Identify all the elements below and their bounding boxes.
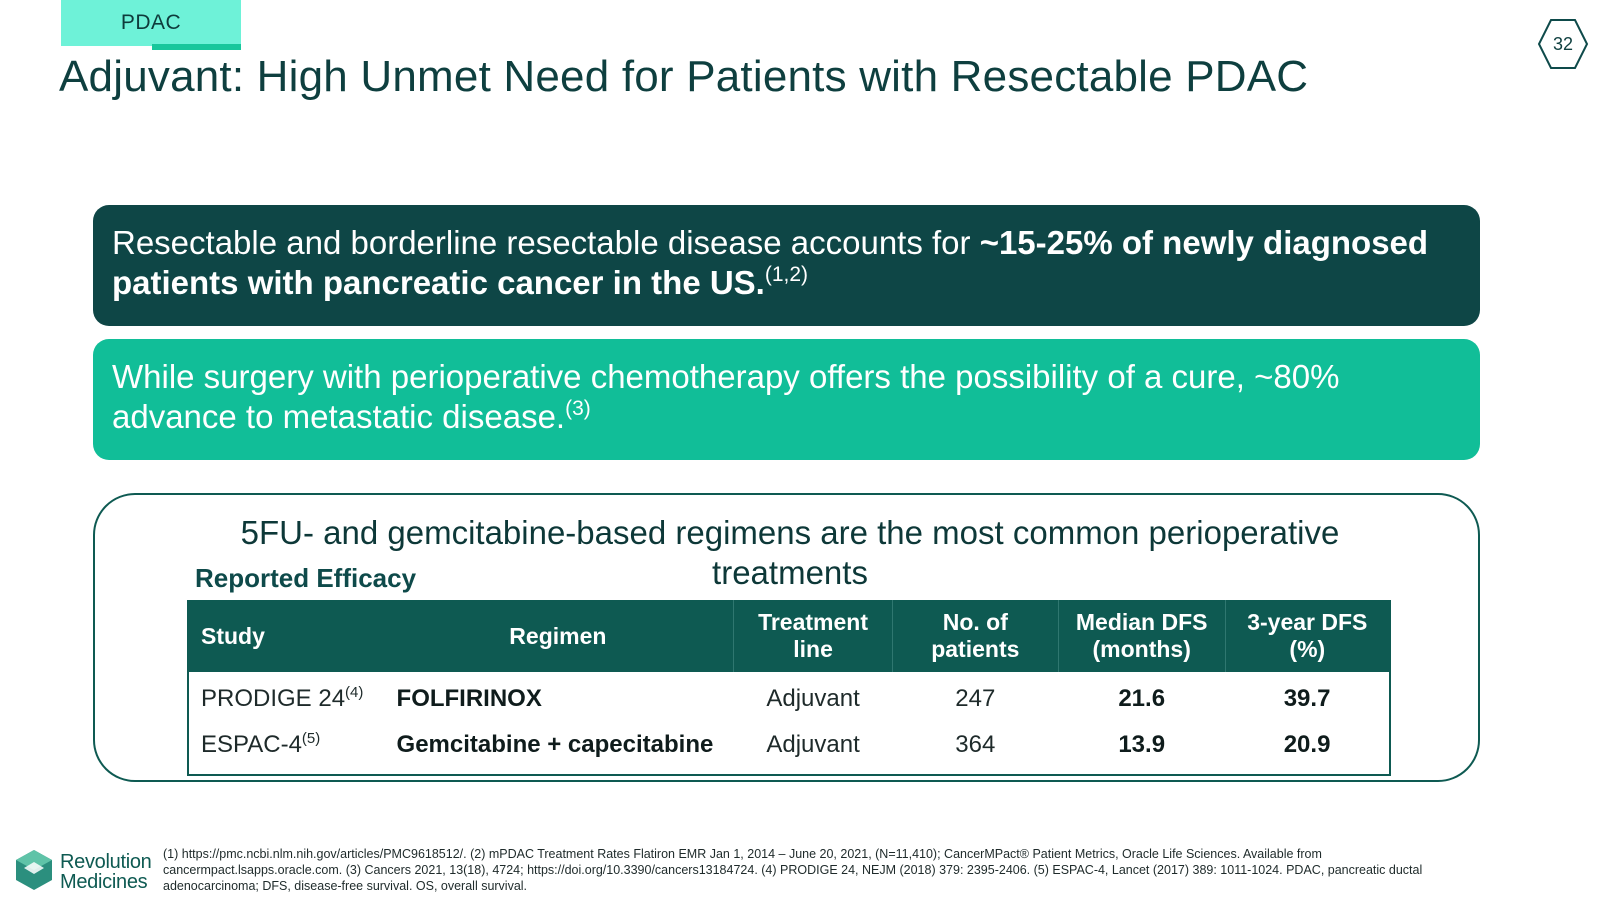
section-tag: PDAC <box>61 0 241 46</box>
col-header-median-dfs: Median DFS (months) <box>1057 600 1226 672</box>
study-cell: ESPAC-4(5) <box>188 722 383 775</box>
efficacy-panel <box>93 493 1480 782</box>
section-tag-accent <box>152 44 241 50</box>
col-header-3yr-dfs: 3-year DFS (%) <box>1224 600 1390 672</box>
hexagon-icon <box>1537 19 1589 69</box>
callout-incidence-ref: (1,2) <box>764 263 809 286</box>
col-header-treatment-line: Treatment line <box>733 600 893 672</box>
callout-recurrence-ref: (3) <box>565 397 591 420</box>
page-title: Adjuvant: High Unmet Need for Patients w… <box>59 52 1309 101</box>
study-ref: (4) <box>345 684 364 701</box>
section-tag-label: PDAC <box>120 11 182 34</box>
company-logo-wordmark: Revolution Medicines <box>60 852 152 892</box>
study-ref: (5) <box>301 730 321 747</box>
page-number: 32 <box>1552 33 1574 54</box>
footnote-references: (1) https://pmc.ncbi.nlm.nih.gov/article… <box>163 847 1423 893</box>
panel-heading: 5FU- and gemcitabine-based regimens are … <box>240 514 1340 591</box>
col-header-regimen: Regimen <box>382 600 734 672</box>
regimen-cell: FOLFIRINOX <box>396 685 542 712</box>
page-number-badge: 32 <box>1536 17 1590 71</box>
median-dfs-cell: 21.6 <box>1118 685 1166 712</box>
callout-recurrence: While surgery with perioperative chemoth… <box>93 339 1480 460</box>
study-cell: PRODIGE 24(4) <box>188 672 383 722</box>
dfs-3yr-cell: 20.9 <box>1283 731 1331 758</box>
reported-efficacy-label: Reported Efficacy <box>195 563 417 593</box>
logo-line-2: Medicines <box>60 871 148 893</box>
study-name: PRODIGE 24 <box>201 685 346 712</box>
callout-incidence-text: Resectable and borderline resectable dis… <box>112 224 980 261</box>
dfs-3yr-cell: 39.7 <box>1283 685 1331 712</box>
study-name: ESPAC-4 <box>201 731 302 758</box>
callout-recurrence-text: While surgery with perioperative chemoth… <box>112 358 1340 435</box>
treatment-line-cell: Adjuvant <box>766 731 860 758</box>
table-header-row: Study Regimen Treatment line No. of pati… <box>188 600 1390 672</box>
callout-incidence: Resectable and borderline resectable dis… <box>93 205 1480 326</box>
efficacy-table: Study Regimen Treatment line No. of pati… <box>187 600 1391 776</box>
col-header-patients: No. of patients <box>891 600 1059 672</box>
table-row: PRODIGE 24(4) FOLFIRINOX Adjuvant 247 21… <box>188 672 1390 722</box>
treatment-line-cell: Adjuvant <box>766 685 860 712</box>
revolution-medicines-logo-icon <box>16 850 52 890</box>
patients-cell: 364 <box>955 731 996 758</box>
callout-incidence-highlight: ~15-25% of newly diagnosed patients with… <box>112 224 1429 301</box>
regimen-cell: Gemcitabine + capecitabine <box>396 731 714 758</box>
median-dfs-cell: 13.9 <box>1118 731 1166 758</box>
logo-line-1: Revolution <box>60 851 152 873</box>
table-row: ESPAC-4(5) Gemcitabine + capecitabine Ad… <box>188 722 1390 775</box>
col-header-study: Study <box>188 600 383 672</box>
patients-cell: 247 <box>955 685 996 712</box>
